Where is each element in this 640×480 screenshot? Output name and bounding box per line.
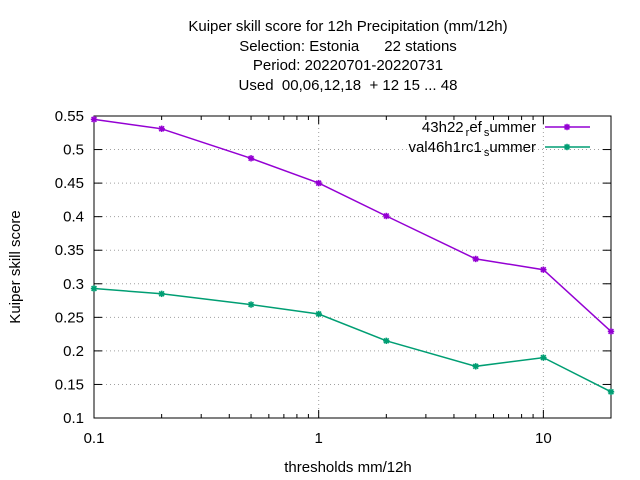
data-point (315, 310, 322, 318)
grid-lines (94, 116, 611, 418)
series-line-1 (93, 118, 612, 332)
y-tick-labels: 0.1 0.15 0.2 0.25 0.3 0.35 0.4 0.45 0.5 0.55 (55, 108, 84, 427)
legend-label-1: 43h22 ref summer (422, 119, 536, 139)
y-tick-label: 0.5 (63, 142, 84, 159)
y-tick-label: 0.1 (63, 410, 84, 427)
data-point (607, 388, 615, 396)
plot-frame (93, 115, 612, 419)
title-line-3: Period: 20220701-20220731 (253, 57, 443, 74)
y-tick-label: 0.25 (55, 309, 84, 326)
y-tick-label: 0.3 (63, 276, 84, 293)
y-tick-label: 0.4 (63, 209, 84, 226)
series-line-2 (93, 287, 612, 393)
x-tick-label: 0.1 (84, 430, 105, 447)
series-1 (90, 116, 615, 335)
title-line-4: Used 00,06,12,18 + 12 15 ... 48 (239, 77, 458, 94)
y-axis-label: Kuiper skill score (7, 210, 24, 323)
data-point (383, 337, 390, 345)
x-tick-label: 1 (315, 430, 323, 447)
data-point (383, 212, 390, 220)
data-point (607, 328, 615, 335)
y-tick-label: 0.35 (55, 242, 84, 259)
y-tick-label: 0.2 (63, 343, 84, 360)
title-line-2: Selection: Estonia 22 stations (239, 38, 457, 55)
legend-marker-1 (563, 123, 571, 131)
legend-marker-2 (563, 143, 571, 151)
x-axis-label: thresholds mm/12h (284, 459, 412, 476)
data-point (158, 290, 165, 298)
axis-ticks (93, 115, 612, 419)
data-point (247, 155, 255, 162)
x-tick-label: 10 (535, 430, 552, 447)
data-point (315, 179, 322, 187)
data-point (90, 116, 98, 123)
data-point (472, 363, 479, 370)
x-tick-labels: 0.1 1 10 (84, 430, 552, 447)
data-point (540, 266, 547, 273)
y-tick-label: 0.55 (55, 108, 84, 125)
y-tick-label: 0.45 (55, 175, 84, 192)
data-point (90, 285, 98, 292)
series-2 (90, 285, 615, 396)
chart-title: Kuiper skill score for 12h Precipitation… (188, 18, 507, 94)
data-point (472, 255, 479, 263)
y-tick-label: 0.15 (55, 376, 84, 393)
legend: 43h22 ref summer val46h1rc1 summer (408, 119, 590, 159)
data-series (90, 116, 615, 396)
legend-label-2: val46h1rc1 summer (408, 139, 536, 159)
data-point (158, 125, 165, 132)
data-point (540, 354, 547, 361)
title-line-1: Kuiper skill score for 12h Precipitation… (188, 18, 507, 35)
data-point (247, 301, 255, 308)
